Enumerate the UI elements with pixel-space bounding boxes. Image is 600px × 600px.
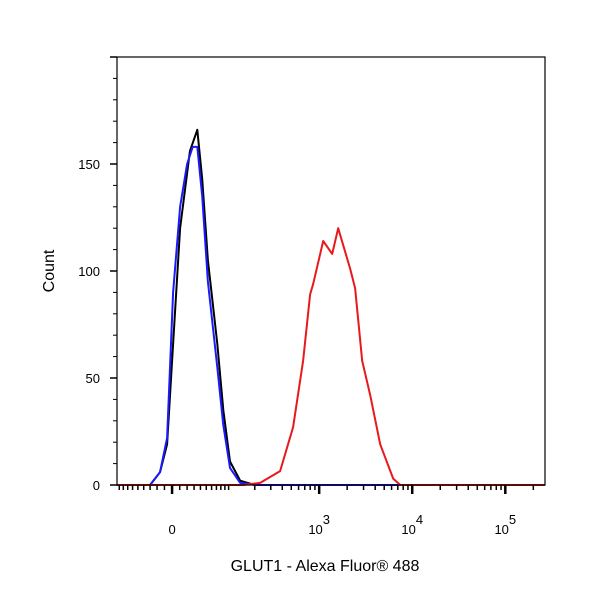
x-tick-label: 104	[401, 512, 423, 537]
x-tick-exponent: 5	[509, 512, 516, 527]
y-tick-label: 50	[86, 371, 100, 386]
y-tick-label: 0	[93, 478, 100, 493]
y-tick-label: 100	[78, 264, 100, 279]
series-blue-line	[117, 145, 545, 486]
series-black-line	[117, 128, 545, 486]
x-tick-label: 0	[168, 522, 175, 537]
y-axis: 0 50 100 150	[78, 56, 117, 493]
x-tick-label: 105	[494, 512, 516, 537]
x-tick-label: 103	[308, 512, 330, 537]
x-tick-base: 0	[168, 522, 175, 537]
series-red-line	[117, 227, 545, 486]
x-tick-exponent: 3	[323, 512, 330, 527]
x-tick-base: 10	[494, 522, 508, 537]
x-tick-base: 10	[401, 522, 415, 537]
curves	[117, 128, 545, 486]
x-axis-title: GLUT1 - Alexa Fluor® 488	[231, 558, 420, 575]
x-tick-exponent: 4	[416, 512, 423, 527]
y-tick-label: 150	[78, 157, 100, 172]
y-axis-title: Count	[41, 249, 58, 292]
x-tick-base: 10	[308, 522, 322, 537]
plot-frame	[116, 56, 546, 486]
